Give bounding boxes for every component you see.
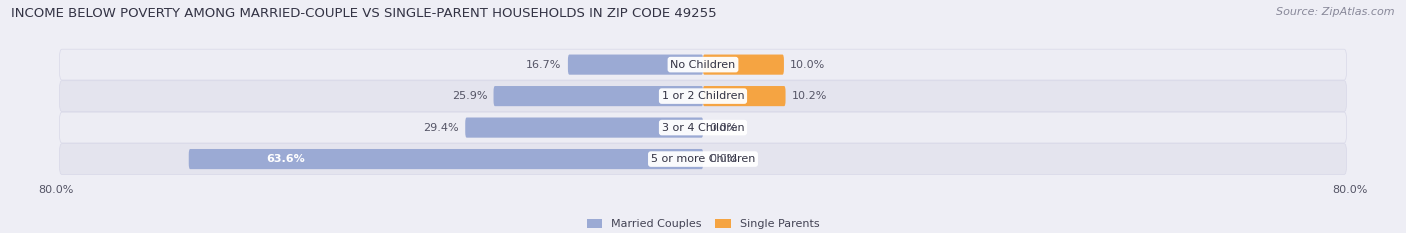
Text: 5 or more Children: 5 or more Children (651, 154, 755, 164)
FancyBboxPatch shape (465, 117, 703, 138)
FancyBboxPatch shape (59, 81, 1347, 112)
Text: No Children: No Children (671, 60, 735, 70)
Text: 0.0%: 0.0% (710, 154, 738, 164)
FancyBboxPatch shape (568, 55, 703, 75)
FancyBboxPatch shape (188, 149, 703, 169)
Text: INCOME BELOW POVERTY AMONG MARRIED-COUPLE VS SINGLE-PARENT HOUSEHOLDS IN ZIP COD: INCOME BELOW POVERTY AMONG MARRIED-COUPL… (11, 7, 717, 20)
Text: Source: ZipAtlas.com: Source: ZipAtlas.com (1277, 7, 1395, 17)
FancyBboxPatch shape (703, 55, 785, 75)
FancyBboxPatch shape (59, 144, 1347, 175)
FancyBboxPatch shape (703, 86, 786, 106)
Text: 29.4%: 29.4% (423, 123, 458, 133)
Text: 16.7%: 16.7% (526, 60, 561, 70)
Legend: Married Couples, Single Parents: Married Couples, Single Parents (586, 219, 820, 229)
Text: 10.0%: 10.0% (790, 60, 825, 70)
Text: 0.0%: 0.0% (710, 123, 738, 133)
FancyBboxPatch shape (59, 49, 1347, 80)
Text: 3 or 4 Children: 3 or 4 Children (662, 123, 744, 133)
Text: 1 or 2 Children: 1 or 2 Children (662, 91, 744, 101)
Text: 10.2%: 10.2% (792, 91, 827, 101)
Text: 63.6%: 63.6% (266, 154, 305, 164)
Text: 25.9%: 25.9% (451, 91, 486, 101)
FancyBboxPatch shape (59, 112, 1347, 143)
FancyBboxPatch shape (494, 86, 703, 106)
